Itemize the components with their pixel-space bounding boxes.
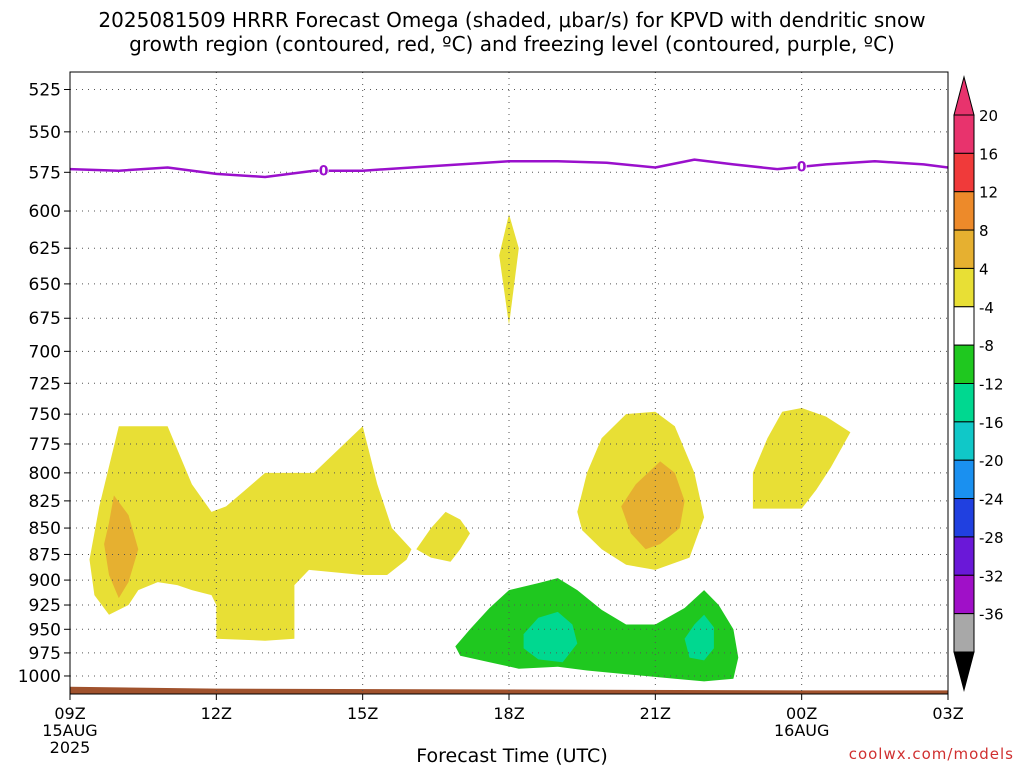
colorbar-label-2: 12 — [979, 184, 998, 202]
omega-region-5 — [104, 495, 139, 599]
colorbar-label-3: 8 — [979, 222, 989, 240]
x-date-label-0-1: 2025 — [50, 738, 91, 757]
y-tick-label-15: 900 — [29, 571, 61, 591]
omega-region-4 — [752, 408, 851, 509]
omega-region-9 — [684, 614, 714, 661]
colorbar-top-arrow — [953, 75, 975, 116]
x-date-label-1-0: 16AUG — [774, 721, 829, 740]
y-tick-label-7: 700 — [29, 342, 61, 362]
colorbar-label-9: -20 — [979, 452, 1004, 470]
colorbar-swatch-12 — [953, 574, 975, 615]
colorbar-label-8: -16 — [979, 414, 1004, 432]
colorbar-label-5: -4 — [979, 299, 994, 317]
freezing-label-bg-1 — [796, 158, 807, 175]
colorbar-swatch-11 — [953, 536, 975, 576]
colorbar-swatch-2 — [953, 191, 975, 231]
omega-region-1 — [416, 511, 470, 562]
y-tick-label-9: 750 — [29, 405, 61, 425]
site-credit: coolwx.com/models — [848, 745, 1014, 763]
chart-title-line-2: growth region (contoured, red, ºC) and f… — [129, 32, 895, 56]
colorbar-swatch-4 — [953, 267, 975, 308]
colorbar-label-11: -28 — [979, 529, 1004, 547]
colorbar-label-1: 16 — [979, 145, 998, 163]
colorbar-swatch-7 — [953, 383, 975, 423]
colorbar-label-13: -36 — [979, 606, 1004, 624]
colorbar-label-7: -12 — [979, 376, 1004, 394]
colorbar-label-12: -32 — [979, 567, 1004, 585]
colorbar-swatch-5 — [953, 306, 975, 346]
colorbar-label-0: 20 — [979, 107, 998, 125]
y-tick-label-8: 725 — [29, 374, 61, 394]
colorbar-swatch-9 — [953, 459, 975, 500]
y-tick-label-16: 925 — [29, 596, 61, 616]
omega-region-7 — [455, 578, 739, 682]
colorbar-swatch-1 — [953, 152, 975, 193]
freezing-level-line — [69, 158, 949, 179]
y-tick-label-17: 950 — [29, 620, 61, 640]
colorbar-label-6: -8 — [979, 337, 994, 355]
omega-region-6 — [621, 461, 685, 550]
y-tick-label-13: 850 — [29, 519, 61, 539]
omega-region-0 — [89, 426, 412, 641]
omega-region-2 — [499, 214, 519, 325]
x-date-label-0-0: 15AUG — [42, 721, 97, 740]
x-tick-label-3: 18Z — [493, 704, 524, 723]
colorbar-swatch-0 — [953, 114, 975, 154]
y-tick-label-4: 625 — [29, 239, 61, 259]
y-tick-label-0: 525 — [29, 81, 61, 101]
x-tick-label-6: 03Z — [932, 704, 963, 723]
x-tick-label-5: 00Z — [786, 704, 817, 723]
x-tick-label-1: 12Z — [201, 704, 232, 723]
y-tick-label-11: 800 — [29, 464, 61, 484]
chart-title-line-1: 2025081509 HRRR Forecast Omega (shaded, … — [98, 8, 926, 32]
y-tick-label-1: 550 — [29, 123, 61, 143]
y-tick-label-5: 650 — [29, 275, 61, 295]
y-tick-label-19: 1000 — [18, 667, 61, 687]
colorbar-swatch-6 — [953, 344, 975, 384]
colorbar-bottom-arrow — [953, 651, 975, 692]
x-tick-label-2: 15Z — [347, 704, 378, 723]
y-axis-ticks: 525 550 575 600 625 650 675 700 725 750 775 800 825 8… — [18, 81, 70, 687]
y-tick-label-14: 875 — [29, 545, 61, 565]
y-tick-label-3: 600 — [29, 202, 61, 222]
colorbar-swatch-13 — [953, 613, 975, 653]
colorbar-swatch-3 — [953, 229, 975, 269]
x-tick-label-0: 09Z — [54, 704, 85, 723]
y-tick-label-10: 775 — [29, 435, 61, 455]
freezing-label-1: 0 — [797, 160, 807, 176]
y-tick-label-6: 675 — [29, 309, 61, 329]
colorbar-label-4: 4 — [979, 260, 989, 278]
x-tick-label-4: 21Z — [640, 704, 671, 723]
chart-title: 2025081509 HRRR Forecast Omega (shaded, … — [0, 8, 1024, 56]
freezing-label-bg-0 — [318, 162, 329, 179]
colorbar-swatch-8 — [953, 421, 975, 461]
colorbar: 20 16 12 8 4 -4 -8 -12 -16 -20 -24 -28 -32 -36 — [953, 75, 1004, 692]
y-tick-label-12: 825 — [29, 492, 61, 512]
x-axis-label: Forecast Time (UTC) — [416, 745, 608, 767]
colorbar-label-10: -24 — [979, 491, 1004, 509]
colorbar-swatch-10 — [953, 498, 975, 538]
freezing-label-0: 0 — [319, 164, 329, 180]
grid-lines — [69, 72, 949, 694]
y-tick-label-2: 575 — [29, 163, 61, 183]
omega-shading — [89, 214, 851, 682]
omega-region-8 — [523, 611, 578, 663]
y-tick-label-18: 975 — [29, 644, 61, 664]
